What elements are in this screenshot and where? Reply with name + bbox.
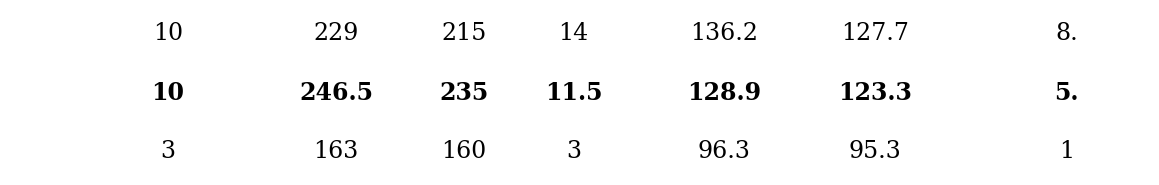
Text: 128.9: 128.9 <box>687 80 761 105</box>
Text: 229: 229 <box>313 22 359 45</box>
Text: 10: 10 <box>152 80 184 105</box>
Text: 1: 1 <box>1058 140 1074 163</box>
Text: 246.5: 246.5 <box>299 80 373 105</box>
Text: 215: 215 <box>440 22 487 45</box>
Text: 127.7: 127.7 <box>841 22 909 45</box>
Text: 11.5: 11.5 <box>545 80 603 105</box>
Text: 123.3: 123.3 <box>838 80 912 105</box>
Text: 96.3: 96.3 <box>698 140 751 163</box>
Text: 235: 235 <box>439 80 488 105</box>
Text: 3: 3 <box>161 140 175 163</box>
Text: 136.2: 136.2 <box>691 22 758 45</box>
Text: 95.3: 95.3 <box>848 140 902 163</box>
Text: 14: 14 <box>559 22 589 45</box>
Text: 10: 10 <box>153 22 183 45</box>
Text: 3: 3 <box>567 140 581 163</box>
Text: 163: 163 <box>313 140 359 163</box>
Text: 8.: 8. <box>1055 22 1078 45</box>
Text: 160: 160 <box>440 140 487 163</box>
Text: 5.: 5. <box>1054 80 1079 105</box>
